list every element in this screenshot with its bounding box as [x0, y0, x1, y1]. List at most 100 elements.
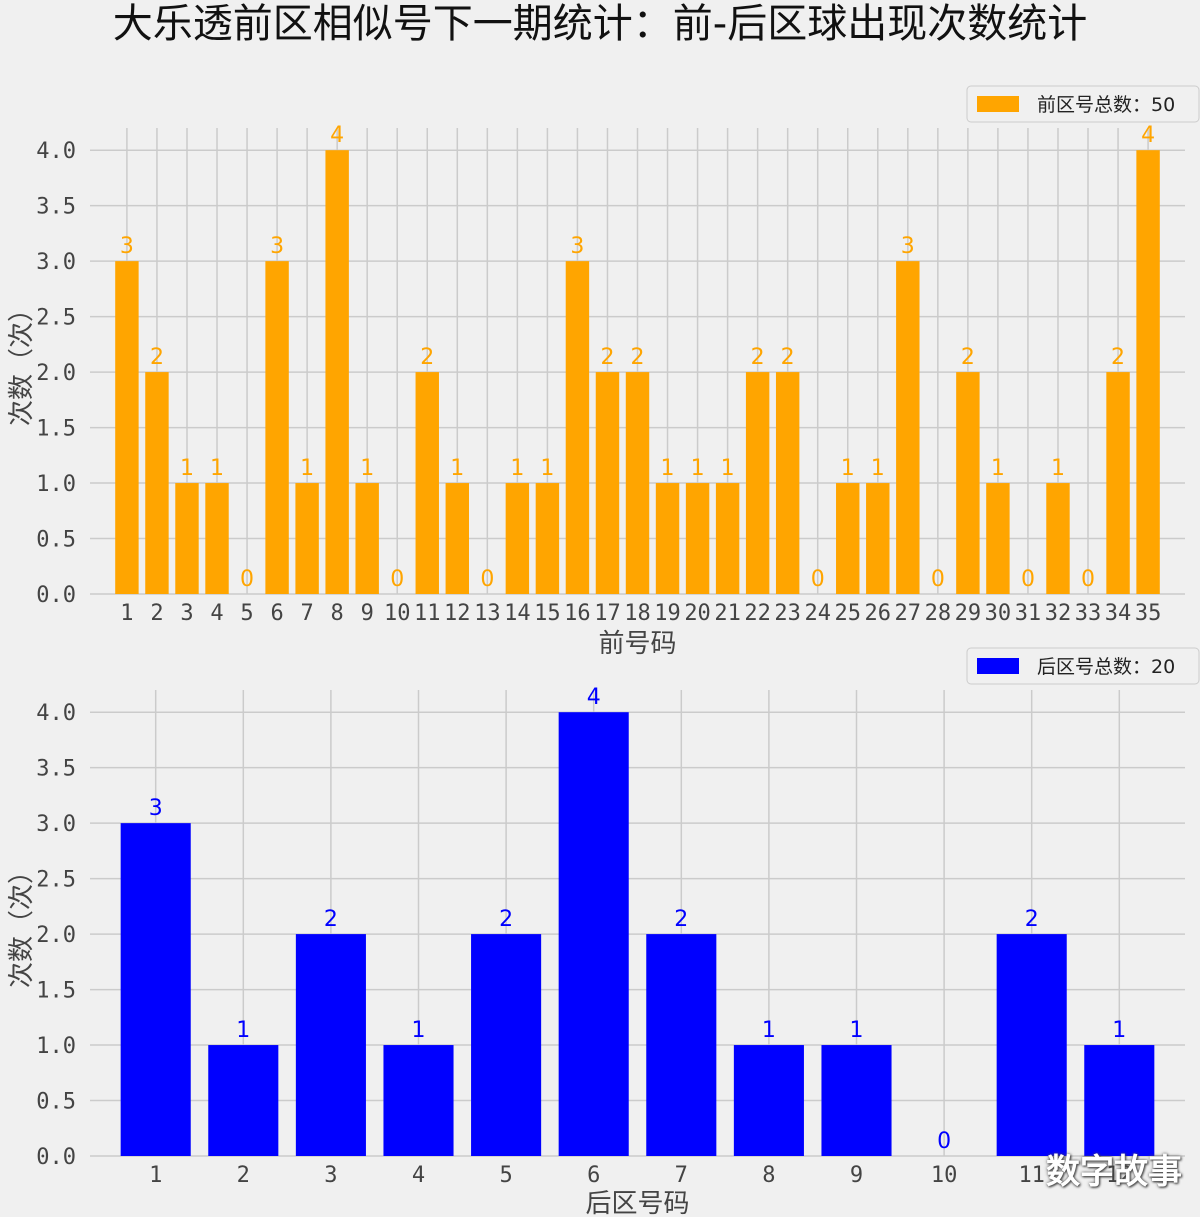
- bar: [175, 483, 199, 594]
- bar: [655, 483, 680, 594]
- bar: [415, 372, 439, 594]
- bar-value-label: 1: [412, 1018, 426, 1043]
- bar-value-label: 2: [600, 345, 614, 370]
- y-tick-label: 3.0: [36, 812, 76, 837]
- x-tick-label: 30: [985, 601, 1012, 626]
- x-tick-label: 6: [587, 1163, 600, 1188]
- bar: [1046, 483, 1070, 594]
- x-tick-label: 29: [955, 601, 982, 626]
- x-tick-label: 5: [499, 1163, 512, 1188]
- bar-value-label: 0: [1081, 567, 1095, 592]
- x-tick-label: 11: [1018, 1163, 1045, 1188]
- x-tick-label: 2: [237, 1163, 250, 1188]
- bar: [115, 261, 139, 594]
- bar: [1084, 1045, 1155, 1156]
- x-tick-label: 13: [474, 601, 501, 626]
- bar-value-label: 2: [631, 345, 645, 370]
- x-tick-label: 18: [624, 601, 651, 626]
- bar-value-label: 1: [300, 456, 314, 481]
- bar-value-label: 1: [540, 456, 554, 481]
- x-tick-label: 12: [1106, 1163, 1133, 1188]
- x-tick-label: 1: [120, 601, 133, 626]
- bar: [205, 483, 229, 594]
- bar: [745, 372, 770, 594]
- y-axis-label: 次数（次）: [7, 858, 37, 988]
- x-tick-label: 19: [654, 601, 681, 626]
- y-tick-label: 3.5: [36, 195, 76, 220]
- bar-value-label: 3: [901, 234, 915, 259]
- bar-value-label: 1: [360, 456, 374, 481]
- bar-value-label: 0: [811, 567, 825, 592]
- bar: [265, 261, 289, 594]
- bar: [383, 1045, 454, 1156]
- legend-swatch: [977, 96, 1019, 112]
- x-tick-label: 17: [594, 601, 621, 626]
- x-tick-label: 24: [804, 601, 831, 626]
- bar-value-label: 0: [931, 567, 945, 592]
- y-tick-label: 2.5: [36, 306, 76, 331]
- x-tick-label: 27: [895, 601, 922, 626]
- bar: [986, 483, 1010, 594]
- x-tick-label: 10: [931, 1163, 958, 1188]
- bar-value-label: 2: [781, 345, 795, 370]
- y-tick-label: 0.0: [36, 1145, 76, 1170]
- bar-value-label: 2: [150, 345, 164, 370]
- x-tick-label: 23: [774, 601, 801, 626]
- bar-value-label: 3: [149, 796, 163, 821]
- bar: [595, 372, 620, 594]
- x-tick-label: 4: [412, 1163, 425, 1188]
- y-tick-label: 4.0: [36, 701, 76, 726]
- bar-value-label: 1: [236, 1018, 250, 1043]
- x-tick-label: 34: [1105, 601, 1132, 626]
- bar: [821, 1045, 892, 1156]
- y-tick-label: 3.0: [36, 250, 76, 275]
- x-tick-label: 7: [300, 601, 313, 626]
- bar: [1136, 150, 1160, 594]
- y-tick-label: 2.0: [36, 923, 76, 948]
- bar-value-label: 1: [850, 1018, 864, 1043]
- chart-title: 大乐透前区相似号下一期统计：前-后区球出现次数统计: [112, 1, 1088, 47]
- bar: [715, 483, 740, 594]
- bar-value-label: 1: [691, 456, 705, 481]
- x-tick-label: 26: [865, 601, 892, 626]
- bar-value-label: 1: [721, 456, 735, 481]
- legend-label: 后区号总数：20: [1037, 656, 1175, 678]
- x-tick-label: 5: [240, 601, 253, 626]
- bar: [733, 1045, 804, 1156]
- bar-value-label: 2: [324, 907, 338, 932]
- legend-swatch: [977, 658, 1019, 674]
- bar-value-label: 4: [330, 123, 344, 148]
- x-tick-label: 6: [270, 601, 283, 626]
- x-tick-label: 2: [150, 601, 163, 626]
- y-tick-label: 2.0: [36, 361, 76, 386]
- bar: [685, 483, 710, 594]
- bar: [295, 483, 319, 594]
- bar: [565, 261, 590, 594]
- bar: [145, 372, 169, 594]
- bar-value-label: 1: [661, 456, 675, 481]
- x-tick-label: 32: [1045, 601, 1072, 626]
- bar: [836, 483, 860, 594]
- y-tick-label: 0.5: [36, 528, 76, 553]
- bar: [625, 372, 650, 594]
- x-tick-label: 1: [149, 1163, 162, 1188]
- bar: [535, 483, 560, 594]
- y-tick-label: 4.0: [36, 139, 76, 164]
- bar-value-label: 1: [871, 456, 885, 481]
- bar: [295, 934, 366, 1156]
- x-tick-label: 22: [744, 601, 771, 626]
- bar-value-label: 1: [210, 456, 224, 481]
- bar-value-label: 1: [510, 456, 524, 481]
- x-tick-label: 15: [534, 601, 561, 626]
- bar: [471, 934, 542, 1156]
- bar: [208, 1045, 279, 1156]
- bar: [646, 934, 717, 1156]
- x-tick-label: 11: [414, 601, 441, 626]
- bar-value-label: 0: [390, 567, 404, 592]
- bar: [558, 712, 629, 1156]
- x-axis-label: 前号码: [598, 629, 676, 659]
- legend: 后区号总数：20: [966, 647, 1200, 685]
- bar: [1106, 372, 1130, 594]
- x-tick-label: 35: [1135, 601, 1162, 626]
